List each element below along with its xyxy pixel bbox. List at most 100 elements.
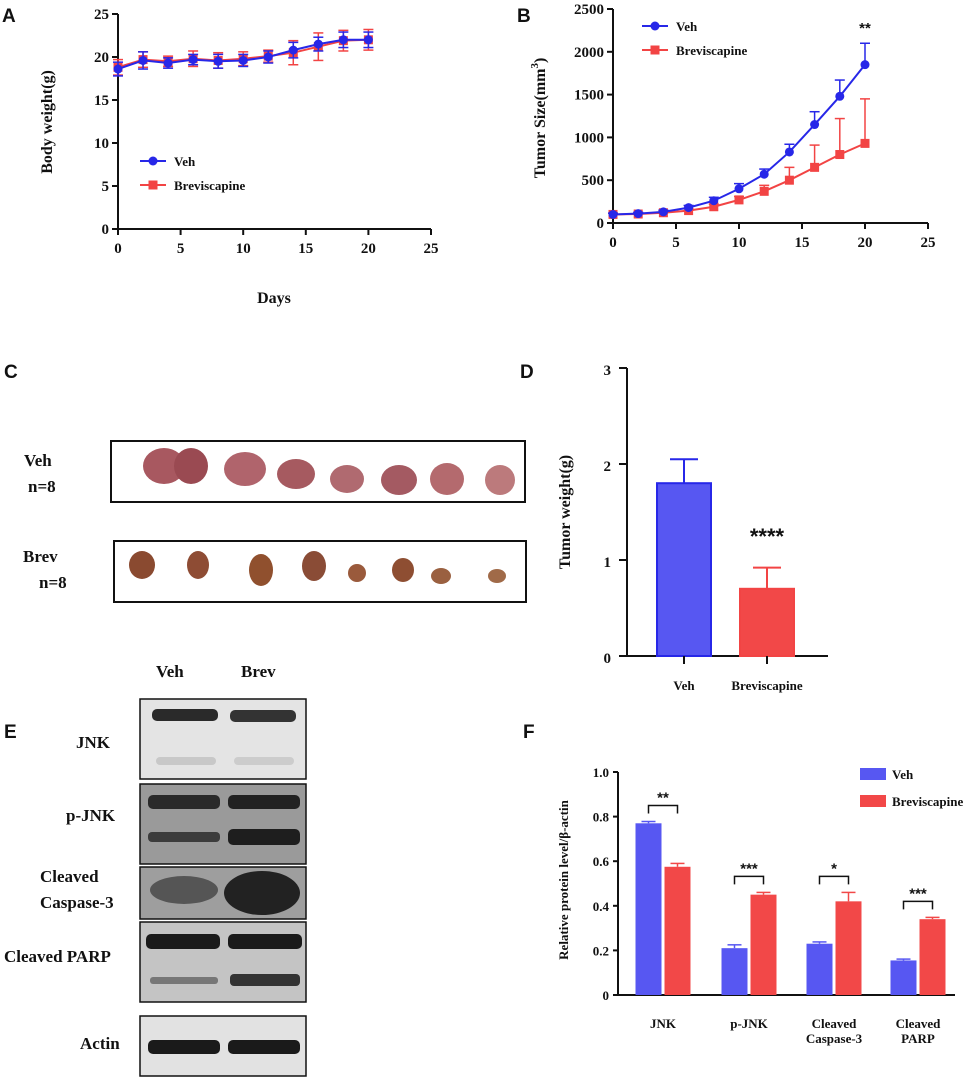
chartD-significance: ****: [750, 524, 785, 549]
chartA-y-axis-title: Body weight(g): [39, 70, 56, 174]
brev-group-label: Brev: [23, 547, 58, 566]
blot-jnk-faint-veh: [156, 757, 216, 765]
chartA-veh-point-8: [313, 39, 323, 49]
blot-lane-label-brev: Brev: [241, 662, 276, 681]
chartF-category-label-2-0: Cleaved: [812, 1016, 858, 1031]
chartB-veh-point-0: [608, 209, 618, 219]
chartF-bracket-1: [733, 875, 765, 885]
brev-tumors: [129, 551, 506, 586]
chartB-legend-breviscapine-marker: [650, 45, 660, 55]
chartA-veh-point-1: [138, 55, 148, 65]
chartF-category-label-1-0: p-JNK: [730, 1016, 768, 1031]
chartF-significance-1: ***: [740, 860, 758, 877]
chartF-category-label-2-1: Caspase-3: [806, 1031, 863, 1046]
chartB-legend-veh-label: Veh: [676, 19, 698, 34]
chartF-veh-3-bar: [890, 960, 917, 995]
veh-tumor-5: [330, 465, 364, 493]
chartD-y-tick-label-1: 1: [604, 555, 612, 571]
blot-actin-band-brev: [228, 1040, 300, 1054]
blot-row-label-pjnk: p-JNK: [66, 806, 116, 825]
chartB-veh-point-1: [633, 209, 643, 219]
chartF-y-tick-label-4: 0.8: [593, 810, 610, 825]
veh-tumor-3: [224, 452, 266, 486]
chartF-bracket-2: [818, 875, 850, 885]
chartF-category-label-3-0: Cleaved: [896, 1016, 942, 1031]
chart-f-protein-level: 00.20.40.60.81.0***** ****JNK p-JNK Cleaved…: [556, 765, 963, 1046]
brev-tumor-5: [348, 564, 366, 582]
chartA-legend-breviscapine-label: Breviscapine: [174, 178, 245, 193]
chartF-category-label-3-1: PARP: [901, 1031, 935, 1046]
chartF-legend-swatch-veh: [860, 768, 886, 780]
brev-tumor-8: [488, 569, 506, 583]
chartB-x-tick-label-0: 0: [609, 235, 617, 251]
chartD-y-tick-label-2: 2: [604, 459, 612, 475]
brev-tumor-2: [187, 551, 209, 579]
chartA-y-tick-label-2: 10: [94, 136, 109, 152]
chartB-breviscapine-point-6: [759, 186, 769, 196]
chartF-veh-0-bar: [635, 823, 662, 995]
chartA-x-tick-label-3: 15: [298, 241, 313, 257]
chartD-y-axis-title: Tumor weight(g): [557, 455, 574, 569]
chartA-veh-point-3: [188, 55, 198, 65]
veh-n-label: n=8: [28, 477, 56, 496]
chartB-veh-point-7: [784, 147, 794, 157]
chart-a-body-weight: 0 5 10 15 20 25 0 5 10 15 20 25 Veh Breviscapine Days B…: [39, 7, 439, 307]
chartA-x-axis-title: Days: [257, 290, 291, 307]
chartA-y-tick-label-1: 5: [102, 179, 110, 195]
chartA-y-tick-label-0: 0: [102, 222, 110, 238]
chartA-x-tick-label-2: 10: [236, 241, 251, 257]
chartB-breviscapine-point-4: [709, 202, 719, 212]
chartB-y-tick-label-3: 1500: [574, 88, 604, 104]
chartB-y-tick-label-0: 0: [597, 216, 605, 232]
chartB-veh-point-4: [709, 196, 719, 206]
veh-tumor-6: [381, 465, 417, 495]
chartF-y-tick-label-0: 0: [603, 988, 610, 1003]
chartD-veh-label: Veh: [673, 678, 695, 693]
chartA-x-tick-label-1: 5: [177, 241, 185, 257]
chartF-y-tick-label-2: 0.4: [593, 899, 610, 914]
chartA-legend-breviscapine-marker: [148, 180, 158, 190]
veh-tumors: [143, 448, 515, 495]
veh-tumor-4: [277, 459, 315, 489]
chartA-y-tick-label-5: 25: [94, 7, 109, 23]
chartF-legend-swatch-breviscapine: [860, 795, 886, 807]
chartD-y-tick-label-0: 0: [604, 651, 612, 667]
chartA-x-tick-label-4: 20: [361, 241, 376, 257]
chartB-x-tick-label-2: 10: [732, 235, 747, 251]
chartB-breviscapine-point-10: [860, 138, 870, 148]
chartB-breviscapine-point-7: [784, 175, 794, 185]
chartF-y-tick-label-3: 0.6: [593, 854, 610, 869]
blot-parp-band-veh-bottom: [150, 977, 218, 984]
blot-row-label-cleaved: Cleaved: [40, 867, 99, 886]
chartF-veh-1-bar: [721, 948, 748, 995]
blot-actin-band-veh: [148, 1040, 220, 1054]
chartB-veh-point-6: [759, 169, 769, 179]
blot-jnk-band-veh: [152, 709, 218, 721]
chartF-breviscapine-0-bar: [664, 866, 691, 995]
chartD-breviscapine-bar: [739, 587, 795, 657]
chartB-veh-point-2: [658, 207, 668, 217]
brev-tumor-3: [249, 554, 273, 586]
chartD-y-tick-label-3: 3: [604, 363, 612, 379]
chart-b-tumor-size: 0 5 10 15 20 25 0 500 1000 1500 2000 2500 Veh Brevisc…: [529, 2, 936, 251]
chartA-veh-point-0: [113, 64, 123, 74]
chartA-veh-point-4: [213, 56, 223, 66]
chartA-veh-point-6: [263, 52, 273, 62]
chartF-bracket-3: [902, 900, 934, 910]
panel-letter-f: F: [523, 722, 535, 743]
chartF-legend-label-breviscapine: Breviscapine: [892, 794, 963, 809]
chartB-y-tick-label-2: 1000: [574, 130, 604, 146]
panel-letter-d: D: [520, 362, 534, 383]
chartF-breviscapine-2-bar: [835, 901, 862, 995]
blot-jnk-band-brev: [230, 710, 296, 722]
blot-row-label-cleaved-parp: Cleaved PARP: [4, 947, 111, 966]
chartA-veh-point-9: [338, 35, 348, 45]
blot-lane-label-veh: Veh: [156, 662, 184, 681]
chartB-veh-point-10: [860, 60, 870, 70]
chartD-veh-bar: [656, 482, 712, 658]
chartB-veh-point-8: [810, 120, 820, 130]
blot-caspase3-band-veh: [150, 876, 218, 904]
chartB-y-tick-label-1: 500: [582, 173, 605, 189]
chartB-breviscapine-point-9: [835, 150, 845, 160]
